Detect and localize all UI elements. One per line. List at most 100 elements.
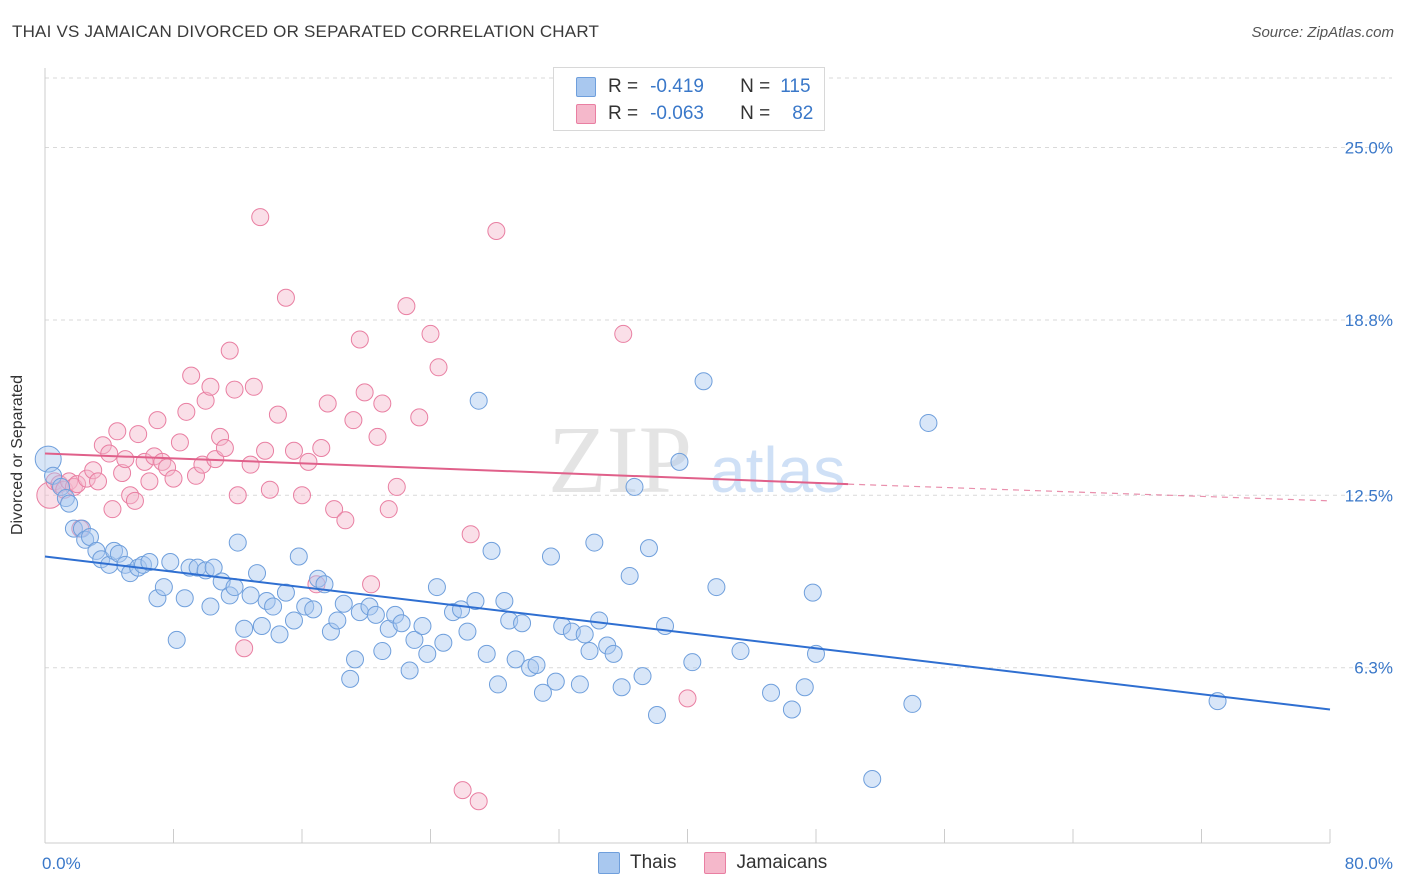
- thais-point: [639, 539, 658, 558]
- axes: [44, 68, 1331, 844]
- thais-point: [863, 770, 882, 789]
- jamaicans-point: [225, 380, 244, 399]
- r-value: -0.419: [650, 76, 704, 97]
- legend-item-jamaicans[interactable]: Jamaicans: [704, 852, 827, 874]
- jamaicans-point: [268, 405, 287, 424]
- thais-point: [34, 445, 62, 473]
- jamaicans-point: [368, 427, 387, 446]
- thais-point: [469, 391, 488, 410]
- thais-point: [762, 683, 781, 702]
- y-tick-label: 12.5%: [1345, 486, 1393, 505]
- thais-points: [34, 372, 1227, 789]
- thais-trendline: [44, 555, 1331, 711]
- r-label: R =: [608, 103, 639, 124]
- jamaicans-point: [397, 297, 416, 316]
- thais-point: [683, 653, 702, 672]
- r-value: -0.063: [650, 103, 704, 124]
- thais-point: [175, 589, 194, 608]
- jamaicans-point: [186, 466, 205, 485]
- thais-point: [161, 553, 180, 572]
- tick-labels: 6.3% 12.5% 18.8% 25.0% 0.0% 80.0%: [42, 139, 1393, 873]
- n-label: N =: [740, 103, 771, 124]
- thais-point: [109, 544, 128, 563]
- thais-point: [220, 586, 239, 605]
- legend-label-jamaicans: Jamaicans: [736, 852, 828, 873]
- thais-point: [488, 675, 507, 694]
- jamaicans-point: [108, 422, 127, 441]
- jamaicans-point: [429, 358, 448, 377]
- thais-point: [321, 622, 340, 641]
- thais-point: [405, 630, 424, 649]
- jamaicans-point: [251, 208, 270, 227]
- jamaicans-swatch: [576, 104, 596, 124]
- jamaicans-point: [325, 500, 344, 519]
- jamaicans-point: [362, 575, 381, 594]
- thais-point: [495, 591, 514, 610]
- jamaicans-point: [211, 427, 230, 446]
- thais-point: [154, 578, 173, 597]
- jamaicans-point: [461, 525, 480, 544]
- jamaicans-point: [201, 377, 220, 396]
- thais-point: [782, 700, 801, 719]
- thais-point: [264, 597, 283, 616]
- jamaicans-point: [678, 689, 697, 708]
- thais-point: [346, 650, 365, 669]
- thais-point: [427, 578, 446, 597]
- thais-point: [707, 578, 726, 597]
- jamaicans-point: [453, 781, 472, 800]
- jamaicans-point: [100, 444, 119, 463]
- jamaicans-point: [84, 461, 103, 480]
- thais-point: [400, 661, 419, 680]
- r-label: R =: [608, 76, 639, 97]
- thais-point: [527, 655, 546, 674]
- y-tick-label: 6.3%: [1354, 659, 1393, 678]
- thais-point: [541, 547, 560, 566]
- thais-point: [694, 372, 713, 391]
- thais-point: [620, 566, 639, 585]
- thais-swatch: [576, 77, 596, 97]
- thais-point: [903, 694, 922, 713]
- thais-point: [252, 617, 271, 636]
- thais-point: [803, 583, 822, 602]
- trendlines: [44, 452, 1331, 711]
- thais-point: [148, 589, 167, 608]
- jamaicans-point: [220, 341, 239, 360]
- thais-point: [284, 611, 303, 630]
- thais-point: [533, 683, 552, 702]
- jamaicans-point: [299, 452, 318, 471]
- thais-point: [366, 605, 385, 624]
- thais-point: [228, 533, 247, 552]
- jamaicans-point: [469, 792, 488, 811]
- thais-point: [434, 633, 453, 652]
- source-label: Source: ZipAtlas.com: [1251, 24, 1394, 41]
- thais-point: [546, 672, 565, 691]
- jamaicans-point: [125, 491, 144, 510]
- jamaicans-point: [387, 477, 406, 496]
- thais-point: [373, 642, 392, 661]
- thais-point: [270, 625, 289, 644]
- thais-point: [580, 642, 599, 661]
- legend-item-thais[interactable]: Thais: [598, 852, 676, 874]
- n-label: N =: [740, 76, 771, 97]
- thais-point: [52, 477, 71, 496]
- thais-point: [225, 578, 244, 597]
- y-axis-label: Divorced or Separated: [9, 374, 26, 536]
- jamaicans-point: [177, 402, 196, 421]
- thais-point: [87, 541, 106, 560]
- jamaicans-trendline-extension: [848, 483, 1331, 502]
- jamaicans-point: [241, 455, 260, 474]
- jamaicans-point: [182, 366, 201, 385]
- jamaicans-trendline: [44, 452, 849, 486]
- stats-row-jamaicans: R = -0.063 N = 82: [576, 103, 813, 125]
- jamaicans-point: [148, 411, 167, 430]
- jamaicans-swatch: [704, 852, 727, 874]
- jamaicans-point: [421, 324, 440, 343]
- thais-point: [458, 622, 477, 641]
- thais-point: [513, 614, 532, 633]
- thais-point: [60, 494, 79, 513]
- thais-point: [392, 614, 411, 633]
- watermark: ZIP atlas: [548, 406, 845, 513]
- thais-point: [670, 452, 689, 471]
- watermark-zip: ZIP: [548, 406, 692, 513]
- thais-point: [201, 597, 220, 616]
